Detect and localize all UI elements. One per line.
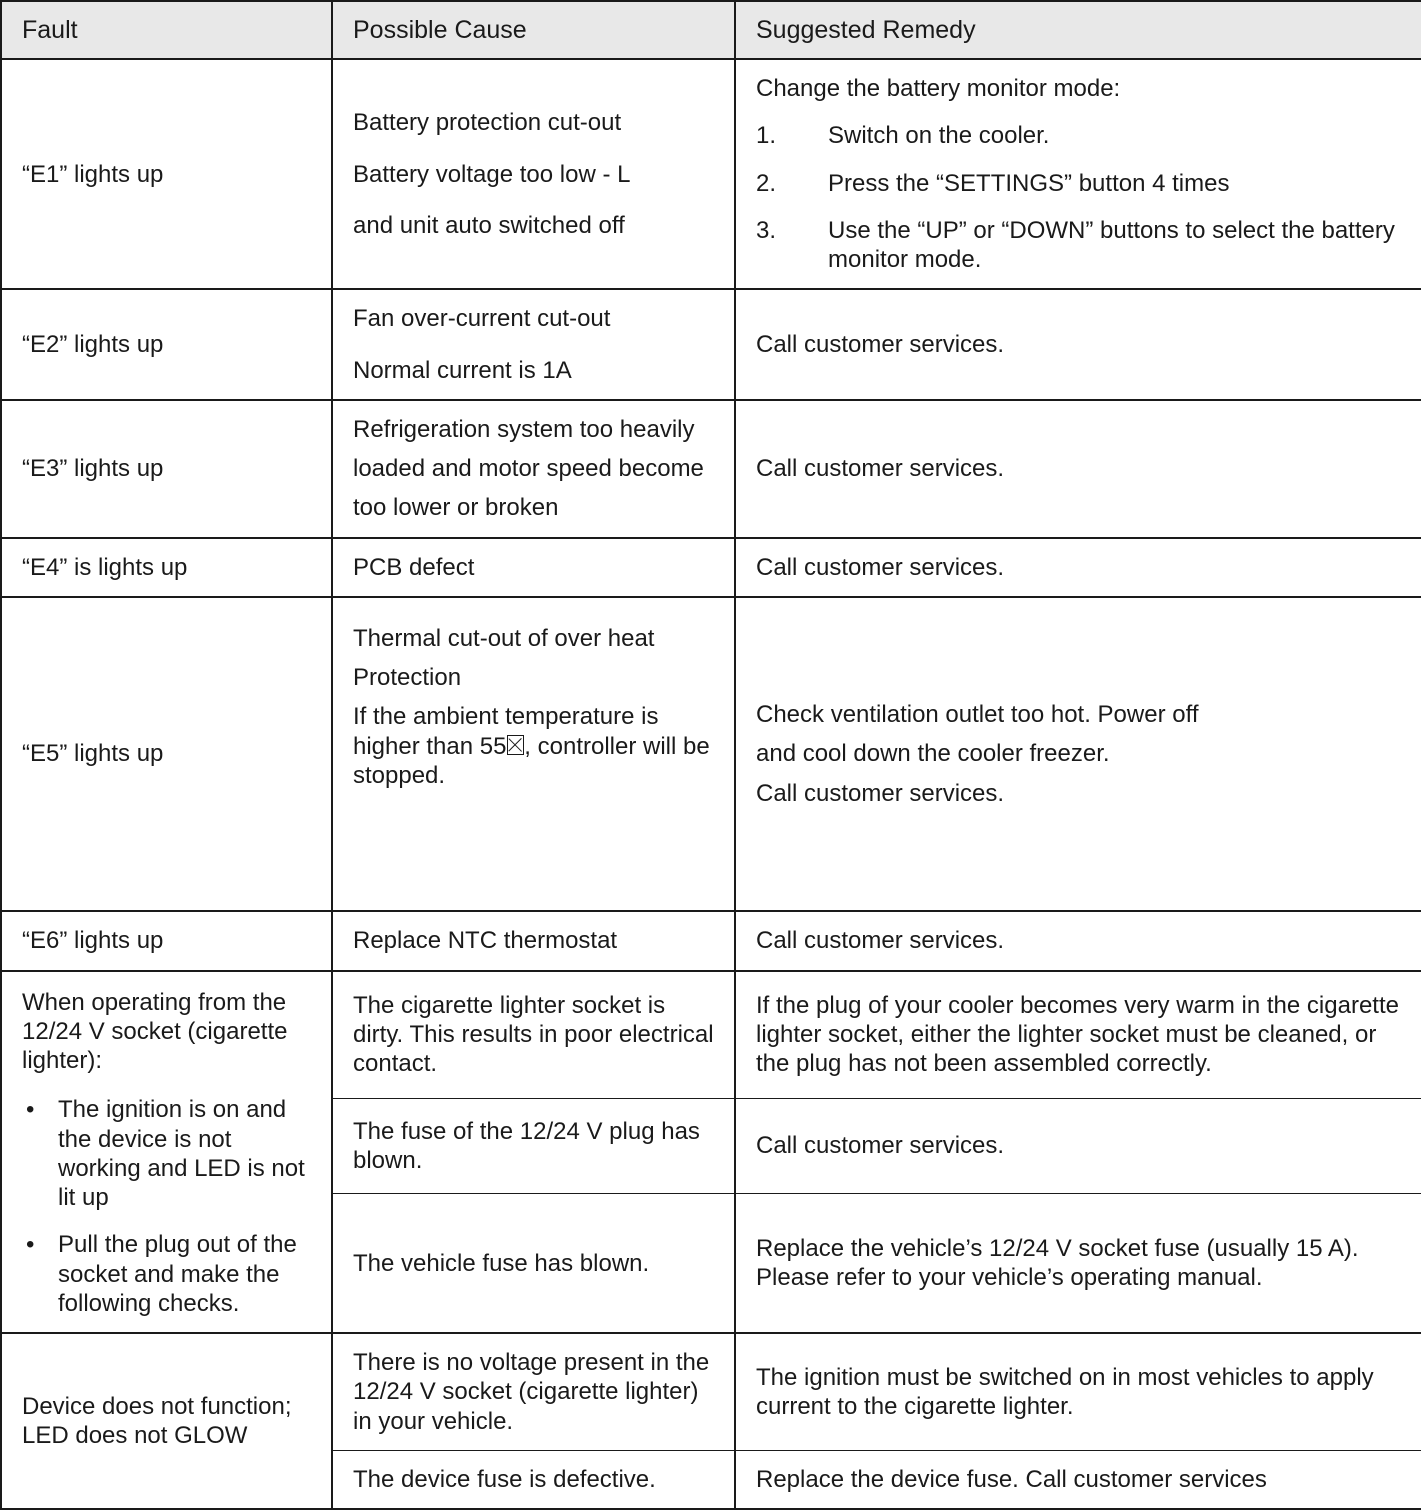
cause-cell-e5: Thermal cut-out of over heat Protection … <box>332 596 736 913</box>
table-header: Fault Possible Cause Suggested Remedy <box>1 1 1421 60</box>
fault-cell-e6: “E6” lights up <box>1 911 333 972</box>
remedy-cell-e3: Call customer services. <box>735 399 1421 539</box>
table-row-noglow-1: Device does not function; LED does not G… <box>1 1333 1421 1510</box>
cause-cell-socket-3: The vehicle fuse has blown. <box>332 1193 736 1335</box>
fault-lead-text: When operating from the 12/24 V socket (… <box>22 988 288 1075</box>
cause-cell-noglow-2: The device fuse is defective. <box>332 1450 736 1510</box>
column-header-fault: Fault <box>1 1 333 60</box>
table-row-e3: “E3” lights up Refrigeration system too … <box>1 399 1421 539</box>
remedy-cell-e5: Check ventilation outlet too hot. Power … <box>735 596 1421 913</box>
cause-cell-e1: Battery protection cut-out Battery volta… <box>332 59 736 291</box>
table-row-e2: “E2” lights up Fan over-current cut-out … <box>1 289 1421 401</box>
table-row-socket-3: The vehicle fuse has blown. Replace the … <box>1 1193 1421 1335</box>
missing-glyph-icon <box>506 735 524 756</box>
cause-cell-e4: PCB defect <box>332 537 736 598</box>
remedy-cell-e1: Change the battery monitor mode: Switch … <box>735 59 1421 291</box>
cause-text-before-symbol: If the ambient temperature is higher tha… <box>353 703 659 760</box>
remedy-line: Check ventilation outlet too hot. Power … <box>756 701 1199 729</box>
remedy-cell-socket-2: Call customer services. <box>735 1098 1421 1195</box>
remedy-line: and cool down the cooler freezer. <box>756 740 1110 768</box>
remedy-cell-socket-1: If the plug of your cooler becomes very … <box>735 970 1421 1099</box>
fault-cell-e4: “E4” is lights up <box>1 537 333 598</box>
cause-cell-e3: Refrigeration system too heavily loaded … <box>332 399 736 539</box>
fault-bullet: The ignition is on and the device is not… <box>22 1095 313 1212</box>
cause-line: Battery protection cut-out <box>353 109 622 137</box>
cause-line: Protection <box>353 664 462 692</box>
remedy-step: Use the “UP” or “DOWN” buttons to select… <box>756 216 1395 274</box>
column-header-suggested-remedy: Suggested Remedy <box>735 1 1421 60</box>
remedy-cell-e4: Call customer services. <box>735 537 1421 598</box>
fault-cell-socket: When operating from the 12/24 V socket (… <box>1 970 333 1335</box>
remedy-line: Call customer services. <box>756 779 1005 807</box>
remedy-cell-socket-3: Replace the vehicle’s 12/24 V socket fus… <box>735 1193 1421 1335</box>
cause-text-after-symbol: , controller will be stopped. <box>353 732 710 789</box>
cause-cell-e6: Replace NTC thermostat <box>332 911 736 972</box>
fault-cell-e1: “E1” lights up <box>1 59 333 291</box>
table-row-socket-2: The fuse of the 12/24 V plug has blown. … <box>1 1098 1421 1195</box>
fault-bullet-list: The ignition is on and the device is not… <box>22 1095 313 1318</box>
table-row-e4: “E4” is lights up PCB defect Call custom… <box>1 537 1421 598</box>
cause-line: too lower or broken <box>353 494 559 522</box>
remedy-lead-text: Change the battery monitor mode: <box>756 75 1121 102</box>
remedy-steps-list: Switch on the cooler. Press the “SETTING… <box>756 121 1403 274</box>
table-row-socket-1: When operating from the 12/24 V socket (… <box>1 970 1421 1335</box>
column-header-possible-cause: Possible Cause <box>332 1 736 60</box>
cause-cell-noglow-1: There is no voltage present in the 12/24… <box>332 1333 736 1451</box>
cause-line: and unit auto switched off <box>353 211 625 239</box>
remedy-step: Switch on the cooler. <box>756 121 1050 151</box>
table-row-e6: “E6” lights up Replace NTC thermostat Ca… <box>1 911 1421 972</box>
cause-line-temperature: If the ambient temperature is higher tha… <box>353 702 716 790</box>
cause-line: Refrigeration system too heavily <box>353 415 695 443</box>
table-body: “E1” lights up Battery protection cut-ou… <box>1 59 1421 1510</box>
remedy-cell-noglow-2: Replace the device fuse. Call customer s… <box>756 1465 1267 1493</box>
cause-line: Battery voltage too low - L <box>353 160 631 188</box>
fault-cell-e3: “E3” lights up <box>1 399 333 539</box>
fault-bullet: Pull the plug out of the socket and make… <box>22 1230 313 1318</box>
remedy-cell-e6: Call customer services. <box>735 911 1421 972</box>
cause-line: Fan over-current cut-out <box>353 305 611 333</box>
fault-cell-e5: “E5” lights up <box>1 596 333 913</box>
table-row-e5: “E5” lights up Thermal cut-out of over h… <box>1 596 1421 913</box>
cause-cell-socket-2: The fuse of the 12/24 V plug has blown. <box>332 1098 736 1195</box>
cause-line: loaded and motor speed become <box>353 455 704 483</box>
remedy-cell-noglow-1: The ignition must be switched on in most… <box>735 1333 1421 1451</box>
remedy-cell-e2: Call customer services. <box>735 289 1421 401</box>
table-header-row: Fault Possible Cause Suggested Remedy <box>1 1 1421 60</box>
cause-cell-e2: Fan over-current cut-out Normal current … <box>332 289 736 401</box>
remedy-step: Press the “SETTINGS” button 4 times <box>756 169 1230 199</box>
table-row-e1: “E1” lights up Battery protection cut-ou… <box>1 59 1421 291</box>
cause-line: Thermal cut-out of over heat <box>353 624 655 652</box>
fault-cell-noglow: Device does not function; LED does not G… <box>1 1333 333 1510</box>
cause-line: Normal current is 1A <box>353 356 572 384</box>
cause-cell-socket-1: The cigarette lighter socket is dirty. T… <box>332 970 736 1099</box>
fault-cell-e2: “E2” lights up <box>1 289 333 401</box>
